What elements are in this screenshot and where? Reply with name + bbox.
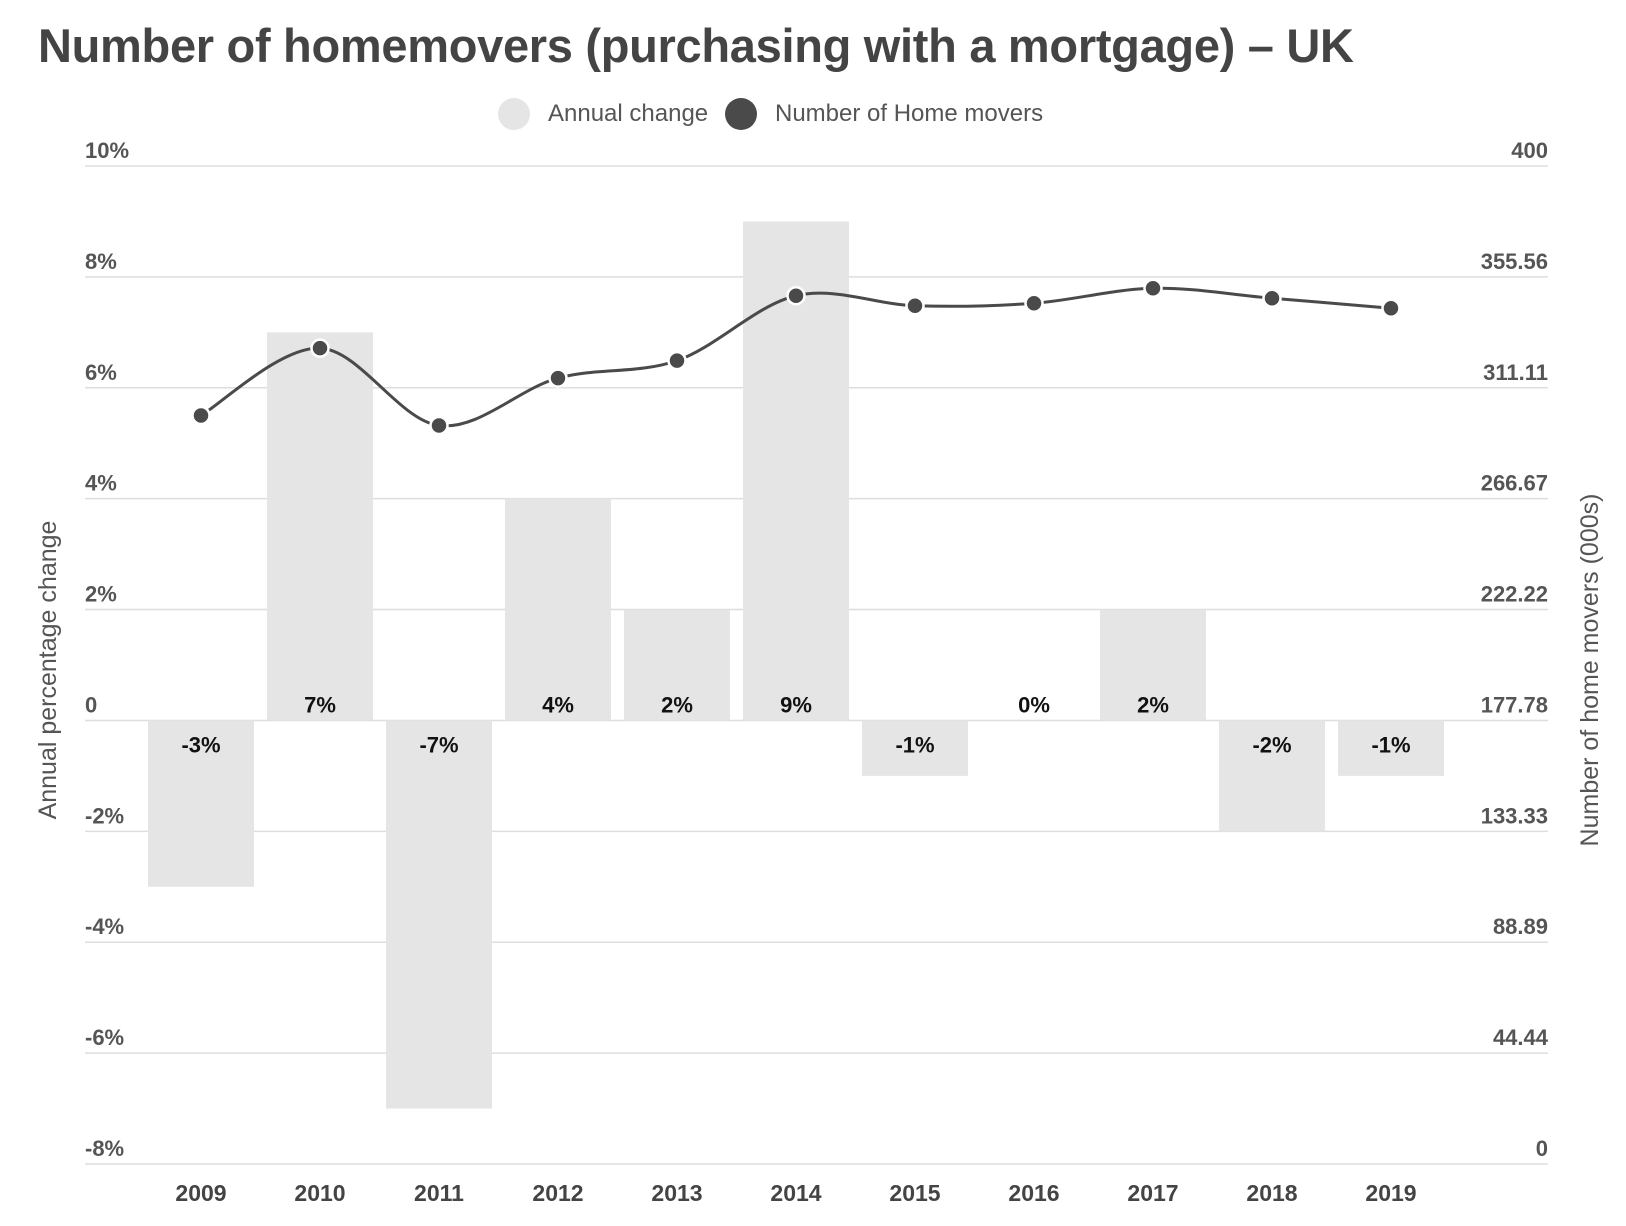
right-axis-tick-label: 177.78 — [1481, 692, 1548, 717]
x-axis-tick-label: 2019 — [1365, 1180, 1416, 1206]
bar — [1100, 609, 1206, 721]
left-axis-tick-label: -8% — [85, 1136, 124, 1161]
bar — [148, 720, 254, 887]
right-axis-tick-label: 44.44 — [1493, 1025, 1549, 1050]
x-axis-tick-label: 2013 — [651, 1180, 702, 1206]
data-labels: -3% 7% -7% 4% 2% 9% -1% 0% 2% -2% -1% — [181, 692, 1410, 757]
bar — [505, 498, 611, 721]
bar-data-label: -1% — [895, 732, 934, 757]
line-point — [905, 295, 925, 316]
bar-data-label: 0% — [1018, 692, 1050, 717]
bar-data-label: -2% — [1252, 732, 1291, 757]
x-axis-tick-label: 2016 — [1008, 1180, 1059, 1206]
chart-title: Number of homemovers (purchasing with a … — [38, 19, 1354, 72]
left-axis-tick-label: -2% — [85, 803, 124, 828]
x-axis-tick-label: 2017 — [1127, 1180, 1178, 1206]
legend-swatch-annual-change — [498, 98, 530, 130]
legend-item-annual-change[interactable]: Annual change — [498, 94, 708, 134]
x-axis-tick-label: 2010 — [294, 1180, 345, 1206]
line-point — [429, 415, 449, 436]
right-axis-tick-label: 0 — [1536, 1136, 1548, 1161]
bar-data-label: 4% — [542, 692, 574, 717]
x-axis-tick-label: 2009 — [175, 1180, 226, 1206]
x-axis-tick-label: 2018 — [1246, 1180, 1297, 1206]
x-axis-tick-label: 2015 — [889, 1180, 940, 1206]
left-axis-tick-label: 2% — [85, 582, 117, 607]
legend-label-annual-change: Annual change — [548, 100, 709, 127]
bar-data-label: 2% — [661, 692, 693, 717]
left-axis-tick-label: -6% — [85, 1025, 124, 1050]
x-axis-tick-label: 2011 — [414, 1180, 464, 1206]
line-point — [667, 350, 687, 371]
line-point — [1143, 278, 1163, 299]
line-point — [191, 405, 211, 426]
left-axis-tick-label: 4% — [85, 471, 117, 496]
bar — [862, 720, 968, 776]
bar — [1338, 720, 1444, 776]
bar — [267, 332, 373, 721]
left-axis-tick-label: 0 — [85, 692, 97, 717]
bar-data-label: -3% — [181, 732, 220, 757]
right-axis-ticks: 400 355.56 311.11 266.67 222.22 177.78 133.33 8… — [1481, 138, 1549, 1161]
line-point — [1381, 298, 1401, 318]
left-axis-title: Annual percentage change — [34, 521, 62, 820]
right-axis-tick-label: 400 — [1511, 138, 1548, 163]
legend-swatch-home-movers — [725, 98, 757, 130]
bar-data-label: 7% — [304, 692, 336, 717]
legend: Annual change Number of Home movers — [0, 94, 1626, 134]
bar-data-label: -7% — [419, 732, 458, 757]
right-axis-title: Number of home movers (000s) — [1576, 494, 1604, 847]
x-axis-ticks: 2009 2010 2011 2012 2013 2014 2015 2016 2017 2018… — [175, 1180, 1416, 1206]
left-axis-tick-label: 10% — [85, 138, 129, 163]
bar-data-label: 2% — [1137, 692, 1169, 717]
right-axis-tick-label: 355.56 — [1481, 249, 1548, 274]
line-point — [310, 338, 330, 358]
x-axis-tick-label: 2012 — [532, 1180, 583, 1206]
right-axis-tick-label: 222.22 — [1481, 582, 1548, 607]
right-axis-tick-label: 133.33 — [1481, 803, 1548, 828]
bar-data-label: 9% — [780, 692, 812, 717]
left-axis-tick-label: 6% — [85, 360, 117, 385]
bar-data-label: -1% — [1371, 732, 1410, 757]
right-axis-tick-label: 88.89 — [1493, 914, 1548, 939]
x-axis-tick-label: 2014 — [770, 1180, 821, 1206]
left-axis-tick-label: 8% — [85, 249, 117, 274]
legend-label-home-movers: Number of Home movers — [775, 100, 1044, 127]
line-series — [191, 278, 1401, 436]
left-axis-tick-label: -4% — [85, 914, 124, 939]
bar — [624, 609, 730, 721]
right-axis-tick-label: 311.11 — [1483, 360, 1548, 385]
line-point — [1024, 293, 1044, 313]
line-point — [786, 285, 806, 306]
bar — [386, 720, 492, 1109]
line-point — [1262, 288, 1282, 308]
line-path — [200, 286, 1392, 428]
legend-item-home-movers[interactable]: Number of Home movers — [725, 94, 1043, 134]
bar — [1219, 720, 1325, 832]
right-axis-tick-label: 266.67 — [1481, 471, 1548, 496]
line-point — [548, 368, 568, 388]
left-axis-ticks: 10% 8% 6% 4% 2% 0 -2% -4% -6% -8% — [85, 138, 129, 1161]
